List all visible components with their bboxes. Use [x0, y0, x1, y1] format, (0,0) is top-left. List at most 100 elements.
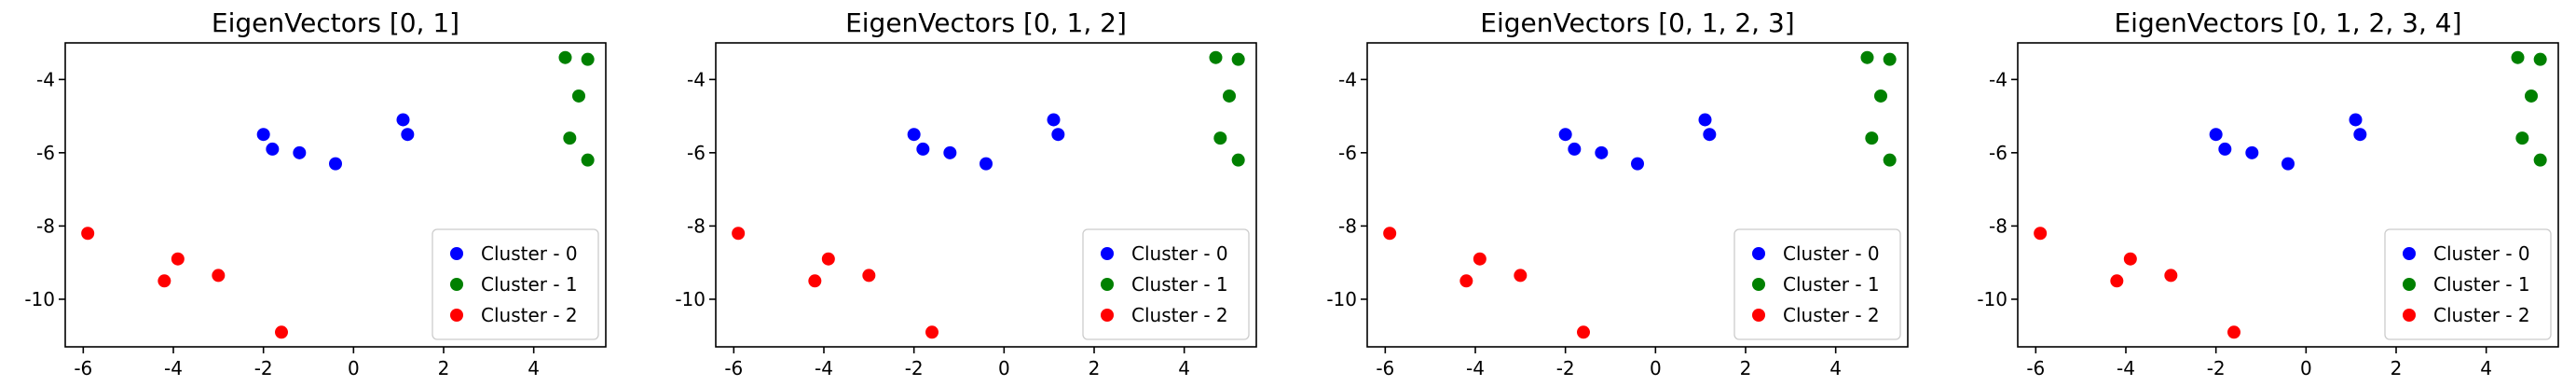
- data-point: [563, 131, 577, 145]
- legend-marker: [1752, 247, 1765, 260]
- legend-marker: [450, 278, 463, 291]
- legend-label: Cluster - 1: [481, 273, 578, 296]
- series-2: [732, 227, 939, 339]
- x-tick-label: 2: [2391, 357, 2403, 379]
- legend-box: [2384, 228, 2552, 340]
- data-point: [158, 274, 171, 288]
- series-1: [1860, 50, 1897, 167]
- x-tick-label: -4: [1466, 357, 1485, 379]
- data-point: [171, 252, 185, 266]
- chart-title: EigenVectors [0, 1]: [212, 7, 459, 38]
- scatter-panel-0: EigenVectors [0, 1] -6 -4 -2 0 2 4 -4 -6 -8 -10 Clu…: [24, 7, 607, 379]
- legend-marker: [1101, 309, 1114, 322]
- x-tick-label: 0: [998, 357, 1010, 379]
- data-point: [1558, 128, 1572, 142]
- x-tick-label: -2: [2207, 357, 2226, 379]
- y-tick-label: -4: [1989, 68, 2007, 90]
- legend: Cluster - 0 Cluster - 1 Cluster - 2: [1733, 228, 1901, 340]
- legend-label: Cluster - 2: [1131, 304, 1228, 326]
- scatter-panel-2: EigenVectors [0, 1, 2, 3] -6 -4 -2 0 2 4 -4 -6 -8…: [1326, 7, 1909, 379]
- data-point: [943, 145, 957, 159]
- plot-frame: [715, 42, 1257, 348]
- legend-label: Cluster - 2: [2433, 304, 2530, 326]
- data-point: [2353, 128, 2367, 142]
- data-point: [1223, 89, 1236, 103]
- chart-title: EigenVectors [0, 1, 2]: [845, 7, 1127, 38]
- plot-frame: [1366, 42, 1909, 348]
- data-point: [2511, 50, 2525, 64]
- data-point: [2218, 142, 2232, 156]
- data-point: [329, 157, 342, 171]
- data-point: [572, 89, 585, 103]
- x-tick-label: -6: [2026, 357, 2045, 379]
- data-point: [2110, 274, 2124, 288]
- x-tick-label: 2: [1740, 357, 1752, 379]
- legend-label: Cluster - 2: [1783, 304, 1880, 326]
- data-point: [1473, 252, 1487, 266]
- x-tick-label: 4: [528, 357, 540, 379]
- data-point: [2164, 269, 2178, 283]
- data-point: [1698, 113, 1712, 127]
- data-point: [293, 145, 307, 159]
- series-2: [1383, 227, 1590, 339]
- legend-label: Cluster - 2: [481, 304, 578, 326]
- plot-frame: [2017, 42, 2559, 348]
- data-point: [2349, 113, 2363, 127]
- y-tick-label: -8: [687, 214, 706, 237]
- data-point: [808, 274, 822, 288]
- x-tick-label: 0: [1650, 357, 1662, 379]
- data-point: [2533, 52, 2547, 66]
- y-tick-label: -4: [36, 68, 55, 90]
- series-1: [558, 50, 595, 167]
- data-point: [396, 113, 410, 127]
- data-point: [1595, 145, 1609, 159]
- data-point: [2281, 157, 2295, 171]
- data-point: [907, 128, 921, 142]
- legend-marker: [450, 247, 463, 260]
- data-point: [2533, 153, 2547, 167]
- data-point: [732, 227, 746, 241]
- data-point: [2123, 252, 2137, 266]
- data-point: [1577, 325, 1590, 339]
- data-point: [821, 252, 835, 266]
- y-tick-label: -10: [1326, 288, 1357, 310]
- data-point: [925, 325, 939, 339]
- data-point: [2525, 89, 2538, 103]
- series-0: [2209, 113, 2367, 171]
- data-point: [1568, 142, 1582, 156]
- x-tick-label: -6: [74, 357, 92, 379]
- legend-box: [432, 228, 599, 340]
- legend: Cluster - 0 Cluster - 1 Cluster - 2: [432, 228, 599, 340]
- chart-title: EigenVectors [0, 1, 2, 3, 4]: [2114, 7, 2461, 38]
- data-point: [1047, 113, 1061, 127]
- data-point: [980, 157, 993, 171]
- y-tick-label: -6: [1338, 142, 1357, 164]
- series-2: [81, 227, 288, 339]
- data-point: [401, 128, 415, 142]
- data-point: [275, 325, 288, 339]
- data-point: [1703, 128, 1717, 142]
- legend: Cluster - 0 Cluster - 1 Cluster - 2: [2384, 228, 2552, 340]
- data-point: [1883, 52, 1897, 66]
- data-point: [2227, 325, 2240, 339]
- legend-marker: [450, 309, 463, 322]
- data-point: [1231, 52, 1245, 66]
- x-tick-label: -6: [724, 357, 743, 379]
- data-point: [2515, 131, 2529, 145]
- legend-label: Cluster - 1: [1131, 273, 1228, 296]
- legend-label: Cluster - 1: [2433, 273, 2530, 296]
- y-tick-label: -6: [687, 142, 706, 164]
- data-point: [1213, 131, 1227, 145]
- legend-box: [1733, 228, 1901, 340]
- x-tick-label: 4: [1829, 357, 1842, 379]
- legend-label: Cluster - 0: [481, 242, 578, 265]
- data-point: [1860, 50, 1874, 64]
- legend-marker: [2403, 247, 2416, 260]
- data-point: [581, 52, 595, 66]
- legend-label: Cluster - 0: [1783, 242, 1880, 265]
- x-tick-label: -2: [1556, 357, 1575, 379]
- x-tick-label: 0: [348, 357, 360, 379]
- data-point: [916, 142, 930, 156]
- data-point: [256, 128, 270, 142]
- legend-marker: [1752, 309, 1765, 322]
